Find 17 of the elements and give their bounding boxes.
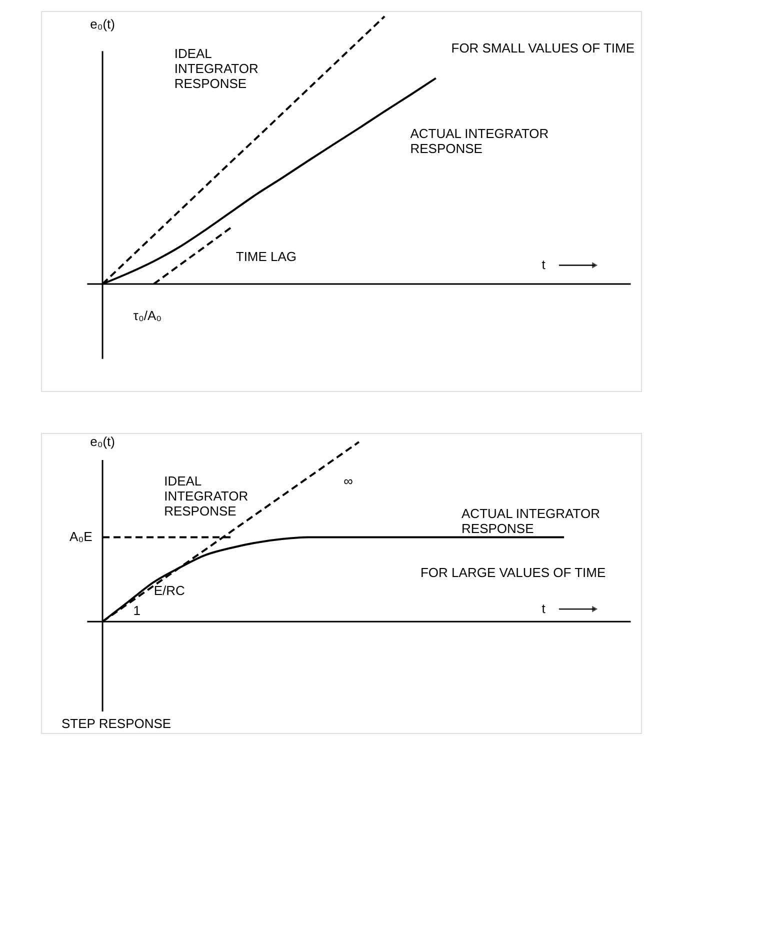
annotation: IDEAL INTEGRATOR RESPONSE (174, 46, 258, 91)
annotation: 1 (133, 602, 141, 618)
annotation: ACTUAL INTEGRATOR RESPONSE (410, 126, 549, 156)
text: STEP RESPONSE (62, 716, 172, 732)
annotation: E/RC (154, 583, 185, 598)
annotation: ACTUAL INTEGRATOR RESPONSE (462, 506, 600, 536)
text: τ₀/A₀ (133, 308, 162, 324)
x-axis-title: t (542, 601, 546, 616)
x-axis-title: t (542, 257, 546, 272)
y-axis-title: e₀(t) (90, 16, 115, 32)
annotation: TIME LAG (236, 249, 297, 264)
annotation: A₀E (70, 529, 93, 544)
y-axis-title: e₀(t) (90, 434, 115, 449)
annotation: ∞ (344, 474, 353, 489)
annotation: FOR SMALL VALUES OF TIME (451, 40, 635, 56)
annotation: IDEAL INTEGRATOR RESPONSE (164, 474, 248, 519)
annotation: FOR LARGE VALUES OF TIME (420, 565, 606, 580)
